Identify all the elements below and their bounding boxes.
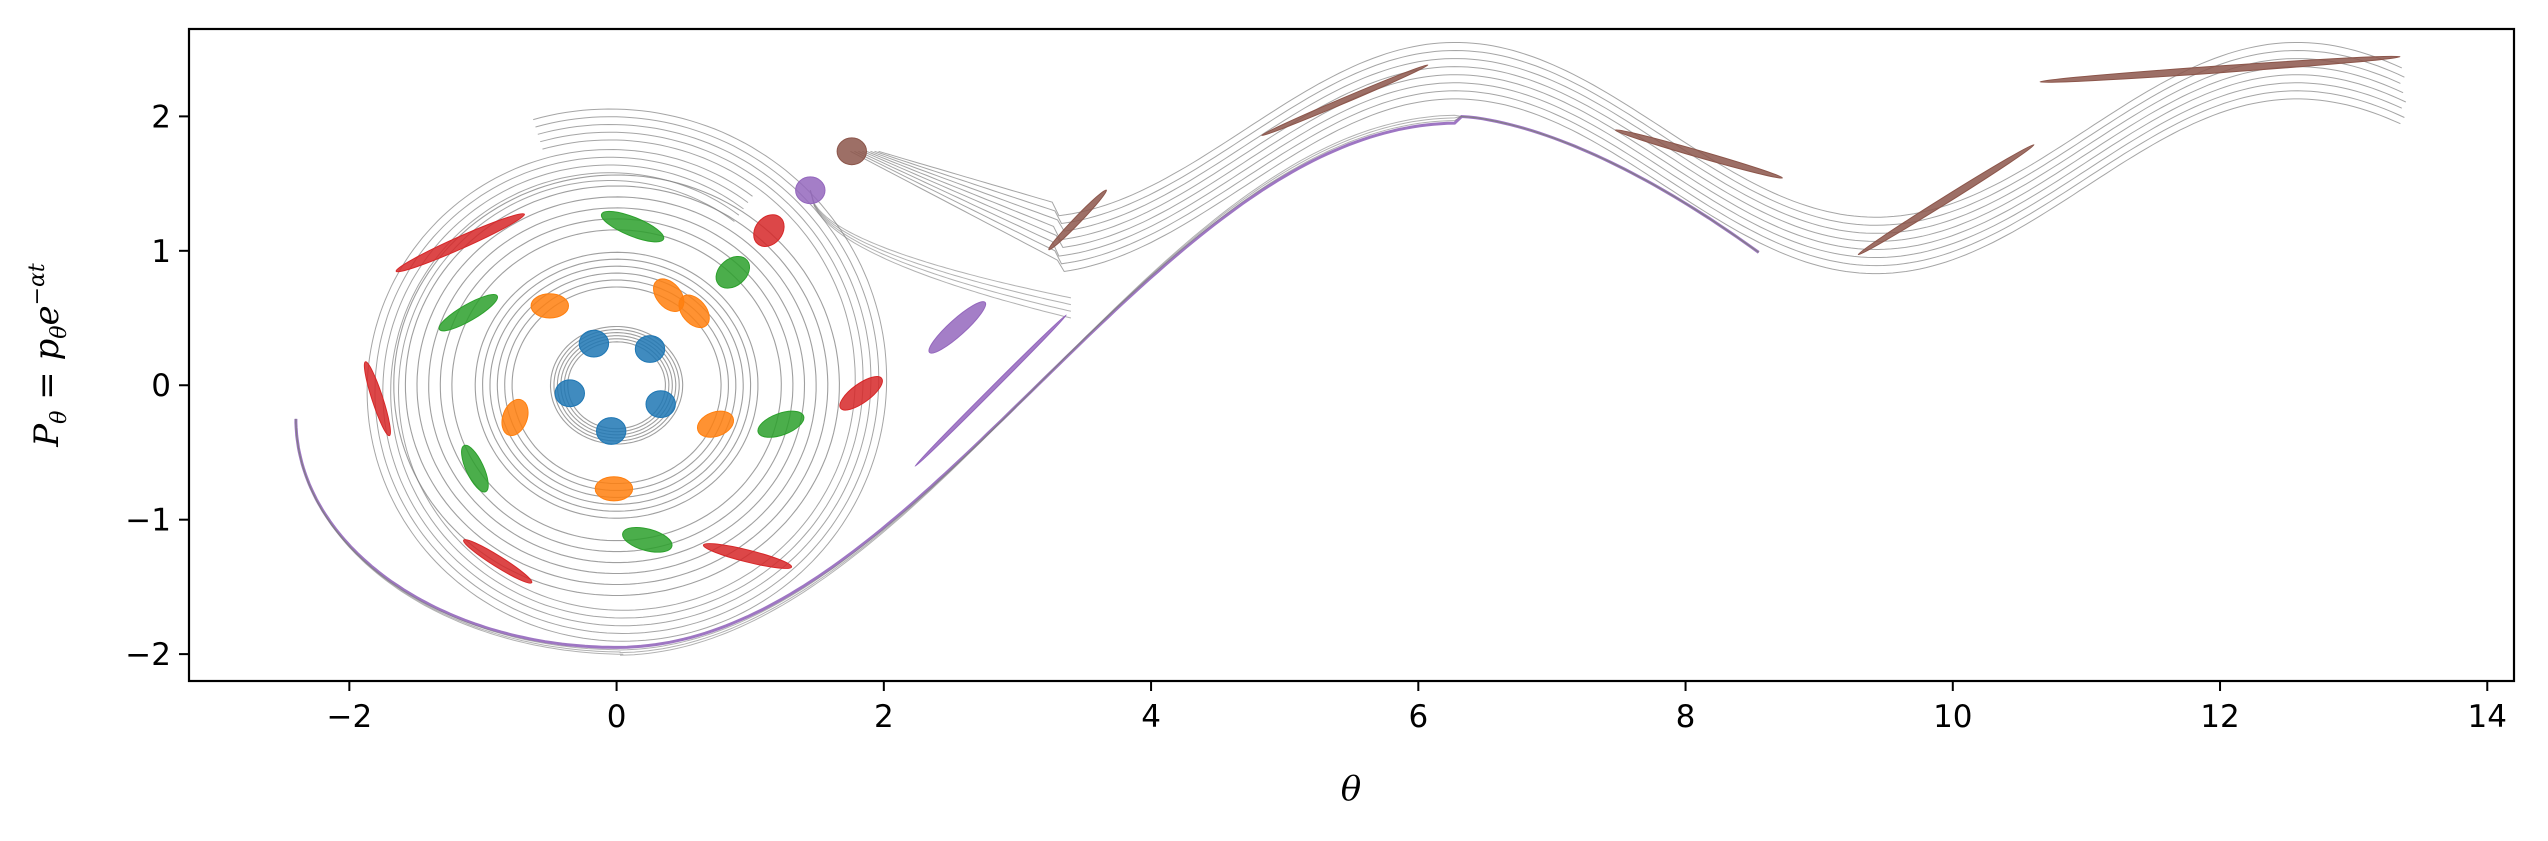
y-axis-label: Pθ = pθe−αt (25, 263, 72, 448)
x-tick-label: 10 (1933, 699, 1972, 735)
spiral-line (366, 108, 888, 642)
escaping-trajectory (850, 98, 2401, 275)
spiral-line (397, 139, 856, 611)
transition-line (809, 190, 1072, 299)
y-tick-label: −1 (125, 503, 171, 539)
x-axis: −2 0 2 4 6 8 10 12 14 (326, 681, 2507, 735)
orbit-line (416, 196, 817, 575)
brown-patch (1261, 64, 1429, 137)
brown-patch (2039, 55, 2401, 83)
x-tick-label: 2 (874, 699, 894, 735)
orange-patch (678, 294, 710, 329)
brown-patch (836, 137, 867, 166)
green-patch (757, 410, 805, 438)
brown-patch (1614, 129, 1783, 179)
orbit-line (428, 207, 806, 564)
spiral-line (382, 123, 872, 627)
escaping-trajectory (858, 82, 2403, 258)
green-patch (438, 294, 499, 332)
red-patch (702, 543, 793, 569)
blue-patch (578, 329, 610, 358)
red-patch (463, 539, 533, 584)
spiral-line (390, 131, 864, 619)
escaping-trajectory (874, 49, 2405, 226)
blue-patch (554, 379, 585, 408)
orbit-line (393, 174, 840, 597)
orbit-line (474, 251, 759, 519)
escaping-trajectory (866, 66, 2404, 242)
y-tick-label: 0 (151, 368, 171, 404)
orbit-line (482, 258, 752, 512)
y-axis: −2 −1 0 1 2 (125, 99, 189, 673)
orange-patch (594, 476, 634, 502)
separatrix-line (295, 114, 1759, 656)
orbit-line (489, 265, 744, 505)
red-patch (839, 376, 883, 411)
x-axis-label: θ (1341, 769, 1361, 809)
red-patch (363, 361, 391, 437)
red-patch (753, 214, 785, 247)
y-tick-label: 1 (151, 234, 171, 270)
trajectory-lines (294, 42, 2407, 656)
escaping-trajectory (854, 90, 2405, 267)
x-tick-label: 12 (2200, 699, 2239, 735)
y-tick-label: −2 (125, 637, 171, 673)
blue-patch (645, 390, 676, 419)
escaping-trajectory (862, 74, 2407, 251)
green-patch (715, 255, 751, 289)
blue-patch (634, 335, 666, 363)
green-patch (622, 526, 673, 553)
orbit-line (439, 218, 794, 553)
purple-patch (914, 314, 1067, 467)
orbit-line (404, 185, 829, 586)
spiral-line (374, 116, 880, 635)
phase-space-patches (363, 55, 2401, 584)
brown-patch (1048, 189, 1107, 251)
green-patch (461, 444, 489, 493)
plot-frame (187, 27, 2516, 683)
orange-patch (501, 398, 529, 437)
x-tick-label: 14 (2468, 699, 2507, 735)
y-tick-label: 2 (151, 99, 171, 135)
escaping-trajectory (878, 42, 2403, 218)
brown-patch (1857, 144, 2035, 256)
x-tick-label: −2 (326, 699, 372, 735)
x-tick-label: 6 (1408, 699, 1428, 735)
escaping-trajectory (870, 58, 2401, 234)
transition-line (809, 190, 1072, 306)
purple-patch (928, 301, 987, 354)
orange-patch (696, 410, 735, 438)
transition-line (809, 190, 1072, 319)
green-patch (600, 210, 665, 243)
red-patch (395, 213, 525, 273)
x-tick-label: 0 (607, 699, 627, 735)
orange-patch (530, 293, 569, 319)
x-tick-label: 8 (1676, 699, 1696, 735)
blue-patch (596, 417, 627, 445)
transition-line (809, 190, 1072, 312)
purple-patch (795, 176, 826, 205)
x-tick-label: 4 (1141, 699, 1161, 735)
